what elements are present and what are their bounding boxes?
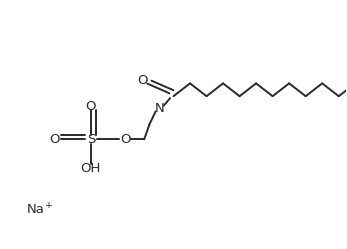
Text: O: O	[50, 133, 60, 146]
Text: O: O	[137, 74, 148, 87]
Text: Na: Na	[27, 203, 45, 216]
Text: OH: OH	[81, 162, 101, 175]
Text: O: O	[86, 100, 96, 113]
Text: +: +	[45, 200, 53, 209]
Text: S: S	[87, 133, 95, 146]
Text: N: N	[155, 102, 164, 115]
Text: O: O	[120, 133, 130, 146]
